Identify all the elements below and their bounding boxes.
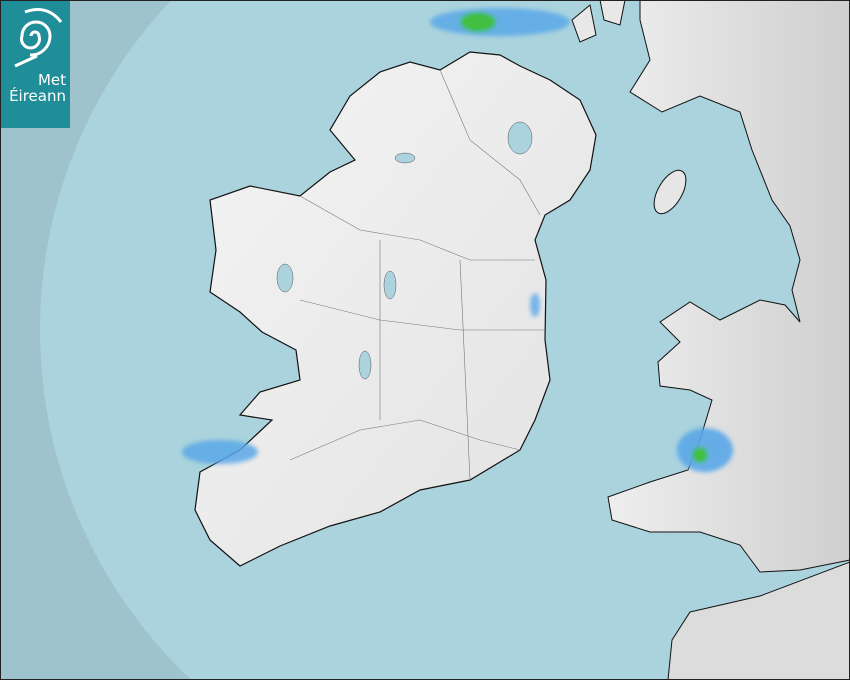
logo-text-met: Met xyxy=(37,71,66,89)
rain-kerry xyxy=(182,440,258,464)
great-britain-land xyxy=(607,0,850,573)
lakes xyxy=(276,121,533,380)
rain-wales-core xyxy=(692,447,708,463)
logo-text-eireann: Éireann xyxy=(9,87,66,105)
ireland-land xyxy=(194,51,597,567)
met-eireann-swirl-icon xyxy=(14,8,63,68)
sw-england-land xyxy=(667,561,850,680)
isle-of-man xyxy=(653,169,687,215)
scottish-islands xyxy=(571,0,626,43)
county-borders xyxy=(289,69,545,481)
rain-east-coast xyxy=(530,293,540,317)
met-eireann-logo: Met Éireann xyxy=(0,0,70,128)
rain-north xyxy=(430,8,570,36)
rain-north-core xyxy=(460,12,496,32)
rain-echoes xyxy=(182,8,733,472)
